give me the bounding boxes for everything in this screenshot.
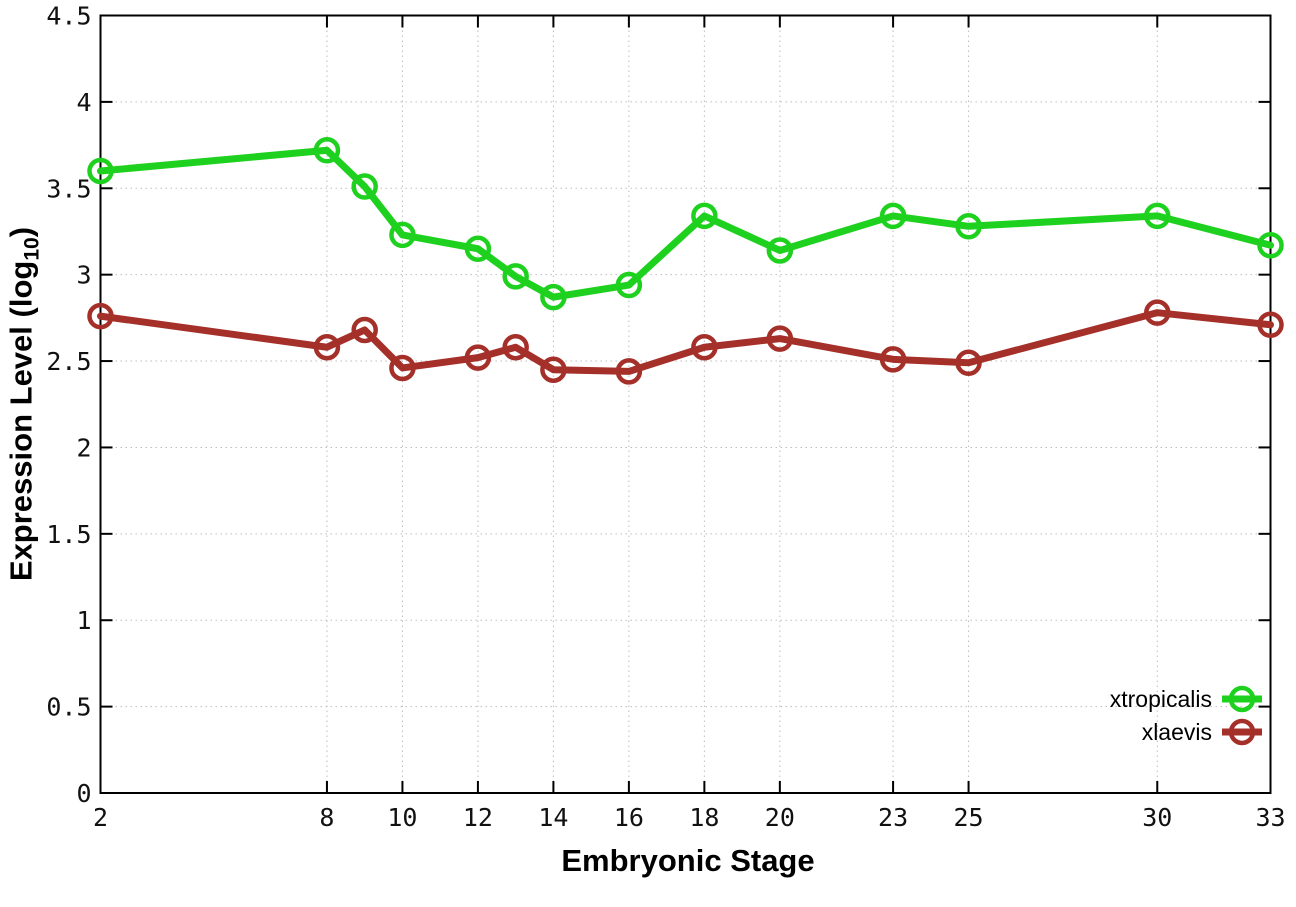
tick-marks xyxy=(99,14,1272,794)
legend-label-xlaevis: xlaevis xyxy=(1142,719,1212,745)
data-point-xlaevis-33 xyxy=(1257,311,1284,339)
legend-sample-marker-xtropicalis xyxy=(1228,685,1256,713)
y-tick-label: 4.5 xyxy=(46,2,91,31)
data-point-xlaevis-25 xyxy=(955,349,982,377)
data-point-xtropicalis-30 xyxy=(1144,202,1171,230)
y-tick-label: 1 xyxy=(76,606,91,635)
data-point-xlaevis-30 xyxy=(1144,299,1171,326)
legend-sample-marker-xlaevis xyxy=(1228,718,1256,746)
x-tick-labels: 2 8 10 12 14 16 18 20 23 25 30 33 xyxy=(93,803,1286,832)
x-tick-label: 12 xyxy=(463,803,493,832)
y-tick-label: 3.5 xyxy=(46,174,91,203)
y-tick-labels: 0 0.5 1 1.5 2 2.5 3 3.5 4 4.5 xyxy=(46,2,91,809)
y-axis-title-subscript: 10 xyxy=(20,237,44,261)
data-point-xtropicalis-12 xyxy=(464,235,492,262)
x-tick-label: 20 xyxy=(765,803,795,832)
data-point-xlaevis-23 xyxy=(879,346,907,373)
data-point-xtropicalis-13 xyxy=(502,263,529,290)
x-tick-label: 18 xyxy=(689,803,719,832)
y-tick-label: 2 xyxy=(76,433,91,462)
x-axis-title: Embryonic Stage xyxy=(0,843,1296,879)
data-point-xtropicalis-23 xyxy=(879,202,907,230)
x-tick-label: 33 xyxy=(1255,803,1285,832)
y-tick-label: 0.5 xyxy=(46,693,91,722)
y-tick-label: 4 xyxy=(76,88,91,117)
x-tick-label: 8 xyxy=(319,803,334,832)
data-point-xlaevis-20 xyxy=(766,325,794,352)
x-tick-label: 14 xyxy=(538,803,568,832)
data-point-xtropicalis-14 xyxy=(540,283,567,311)
data-point-xtropicalis-9 xyxy=(351,173,378,200)
data-point-xlaevis-16 xyxy=(615,358,643,385)
y-tick-label: 0 xyxy=(76,779,91,808)
data-point-xlaevis-10 xyxy=(389,354,416,382)
data-point-xlaevis-13 xyxy=(502,333,529,361)
x-tick-label: 10 xyxy=(387,803,417,832)
data-point-xlaevis-8 xyxy=(313,333,341,361)
data-point-xtropicalis-10 xyxy=(389,221,416,249)
plot-border xyxy=(99,14,1272,794)
x-tick-label: 30 xyxy=(1142,803,1172,832)
x-tick-label: 23 xyxy=(878,803,908,832)
data-point-xtropicalis-2 xyxy=(87,157,114,185)
data-point-xlaevis-12 xyxy=(464,344,492,371)
data-point-xlaevis-9 xyxy=(351,316,378,344)
series-xtropicalis xyxy=(87,137,1284,311)
y-tick-label: 3 xyxy=(76,261,91,290)
data-point-xtropicalis-16 xyxy=(615,271,643,299)
y-axis-title-text: Expression Level (log xyxy=(3,260,39,582)
grid xyxy=(100,15,1271,794)
legend: xtropicalis xlaevis xyxy=(1110,685,1262,746)
y-axis-title-suffix: ) xyxy=(3,226,39,238)
y-tick-label: 1.5 xyxy=(46,520,91,549)
data-point-xtropicalis-8 xyxy=(313,137,341,164)
x-tick-label: 2 xyxy=(93,803,108,832)
x-tick-label: 25 xyxy=(954,803,984,832)
series-line-xlaevis xyxy=(97,309,1274,375)
series-xlaevis xyxy=(87,299,1284,385)
data-point-xlaevis-18 xyxy=(691,333,718,361)
x-tick-label: 16 xyxy=(614,803,644,832)
legend-label-xtropicalis: xtropicalis xyxy=(1110,686,1212,712)
data-point-xlaevis-14 xyxy=(540,356,567,383)
data-point-xtropicalis-33 xyxy=(1257,232,1284,259)
legend-item-xtropicalis: xtropicalis xyxy=(1110,685,1262,713)
data-point-xtropicalis-25 xyxy=(955,213,982,240)
x-axis-title-text: Embryonic Stage xyxy=(561,843,815,878)
data-point-xtropicalis-20 xyxy=(766,237,794,264)
legend-item-xlaevis: xlaevis xyxy=(1142,718,1262,746)
y-axis-title: Expression Level (log10) xyxy=(3,227,44,581)
data-point-xtropicalis-18 xyxy=(691,202,718,230)
data-point-xlaevis-2 xyxy=(87,302,114,330)
y-tick-label: 2.5 xyxy=(46,347,91,376)
